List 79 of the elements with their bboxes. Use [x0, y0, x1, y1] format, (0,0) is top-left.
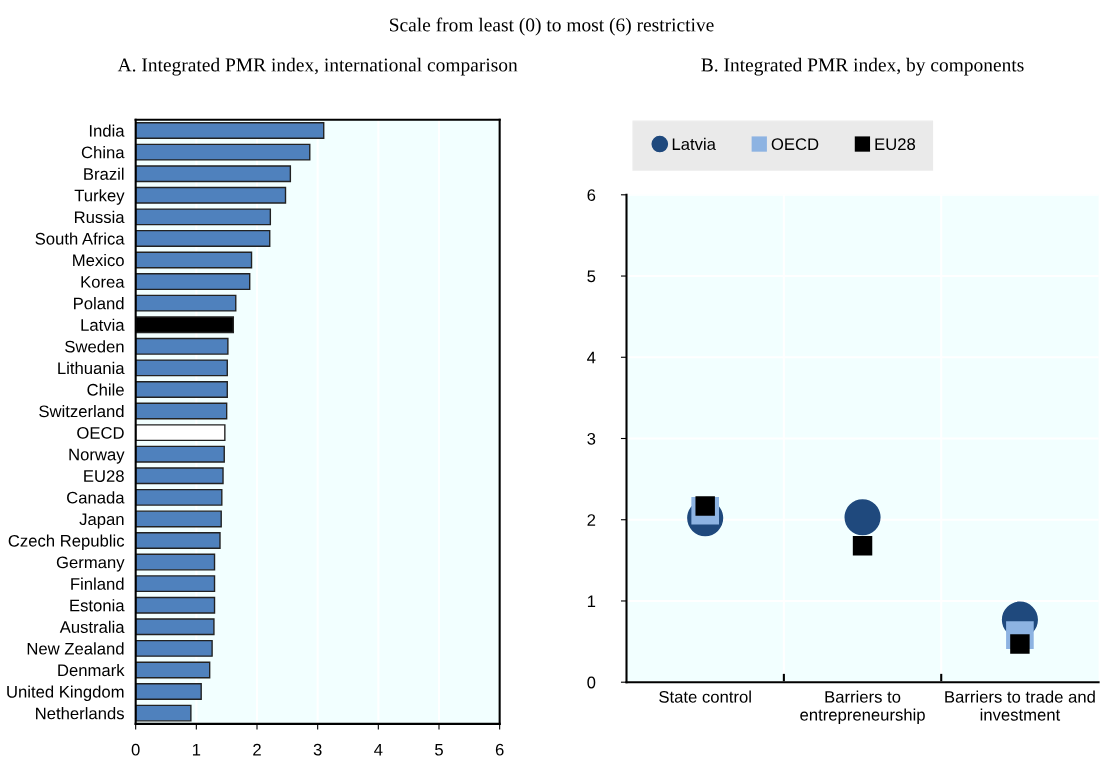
- x-tick-label: 2: [253, 743, 261, 756]
- x-tick-label: State control: [659, 690, 751, 703]
- y-tick-label: Chile: [87, 383, 124, 396]
- y-tick-label: Russia: [74, 210, 125, 224]
- bar: [135, 467, 224, 485]
- bar: [135, 445, 225, 463]
- y-tick-label: EU28: [84, 470, 124, 482]
- text: Scale from least (0) to most (6) restrictive: [390, 17, 714, 36]
- bar: [135, 683, 202, 700]
- bar: [135, 273, 251, 291]
- bar: [135, 337, 229, 355]
- bar: [135, 704, 192, 722]
- legend-label: EU28: [875, 138, 916, 151]
- y-tick-label: Turkey: [74, 189, 125, 205]
- y-tick-label: 3: [587, 432, 596, 445]
- bar: [135, 186, 287, 204]
- y-tick-label: India: [89, 124, 125, 137]
- y-tick-label: Korea: [81, 276, 125, 288]
- bar: [135, 143, 311, 161]
- y-tick-label: United Kingdom: [7, 685, 124, 702]
- legend-label: OECD: [771, 138, 819, 151]
- y-tick-label: Denmark: [58, 663, 125, 677]
- bar: [135, 661, 211, 679]
- y-tick-label: Czech Republic: [8, 534, 125, 550]
- x-tick-label: Barriers to entrepreneurship: [800, 690, 925, 725]
- y-tick-label: 2: [587, 514, 596, 526]
- x-tick-label: 6: [495, 743, 504, 756]
- x-tick-label: 0: [131, 743, 140, 756]
- y-tick-label: New Zealand: [27, 642, 124, 655]
- x-tick-label: 5: [435, 743, 443, 756]
- y-tick-label: Latvia: [81, 318, 125, 331]
- bar: [135, 553, 216, 571]
- bar: [135, 294, 237, 312]
- y-tick-label: Poland: [74, 297, 124, 310]
- y-tick-label: Lithuania: [58, 361, 125, 375]
- bar: [135, 575, 216, 593]
- bar: [135, 402, 228, 420]
- y-tick-label: Australia: [59, 620, 125, 633]
- y-tick-label: 5: [587, 270, 596, 283]
- y-tick-label: Estonia: [70, 599, 125, 612]
- y-tick-label: Switzerland: [39, 405, 124, 418]
- y-tick-label: Brazil: [84, 167, 124, 180]
- y-tick-label: Germany: [56, 556, 125, 572]
- bar: [135, 639, 213, 657]
- y-tick-label: 1: [587, 595, 596, 608]
- x-tick-label: 1: [192, 743, 201, 756]
- y-tick-label: Canada: [67, 491, 125, 504]
- y-tick-label: 4: [587, 351, 596, 364]
- y-tick-label: Norway: [69, 448, 125, 464]
- point: [844, 499, 881, 536]
- bar: [135, 618, 215, 636]
- x-tick-label: 4: [374, 743, 383, 756]
- y-tick-label: China: [81, 146, 125, 159]
- y-tick-label: 6: [587, 189, 596, 202]
- y-tick-label: Japan: [79, 513, 124, 529]
- bar: [135, 251, 253, 269]
- y-tick-label: South Africa: [35, 232, 125, 245]
- y-tick-label: 0: [587, 676, 596, 689]
- bar: [135, 229, 271, 247]
- x-tick-label: Barriers to trade and investment: [945, 690, 1095, 721]
- y-tick-label: Mexico: [73, 253, 124, 267]
- y-tick-label: Sweden: [65, 340, 124, 353]
- bar: [135, 488, 223, 506]
- y-tick-label: OECD: [77, 427, 124, 439]
- bar: [135, 532, 221, 549]
- legend-label: Latvia: [672, 137, 716, 151]
- bar: [135, 165, 292, 183]
- y-tick-label: Finland: [71, 577, 124, 590]
- bar: [135, 381, 228, 398]
- bar: [135, 510, 222, 528]
- bar: [135, 122, 325, 140]
- bar: [135, 359, 228, 377]
- x-tick-label: 3: [313, 743, 322, 756]
- point: [852, 536, 873, 556]
- bar: [135, 596, 216, 614]
- y-tick-label: Netherlands: [36, 707, 124, 720]
- chart-title: B. Integrated PMR index, by components: [701, 57, 1024, 76]
- chart-title: A. Integrated PMR index, international comparison: [117, 57, 518, 76]
- bar: [135, 208, 272, 226]
